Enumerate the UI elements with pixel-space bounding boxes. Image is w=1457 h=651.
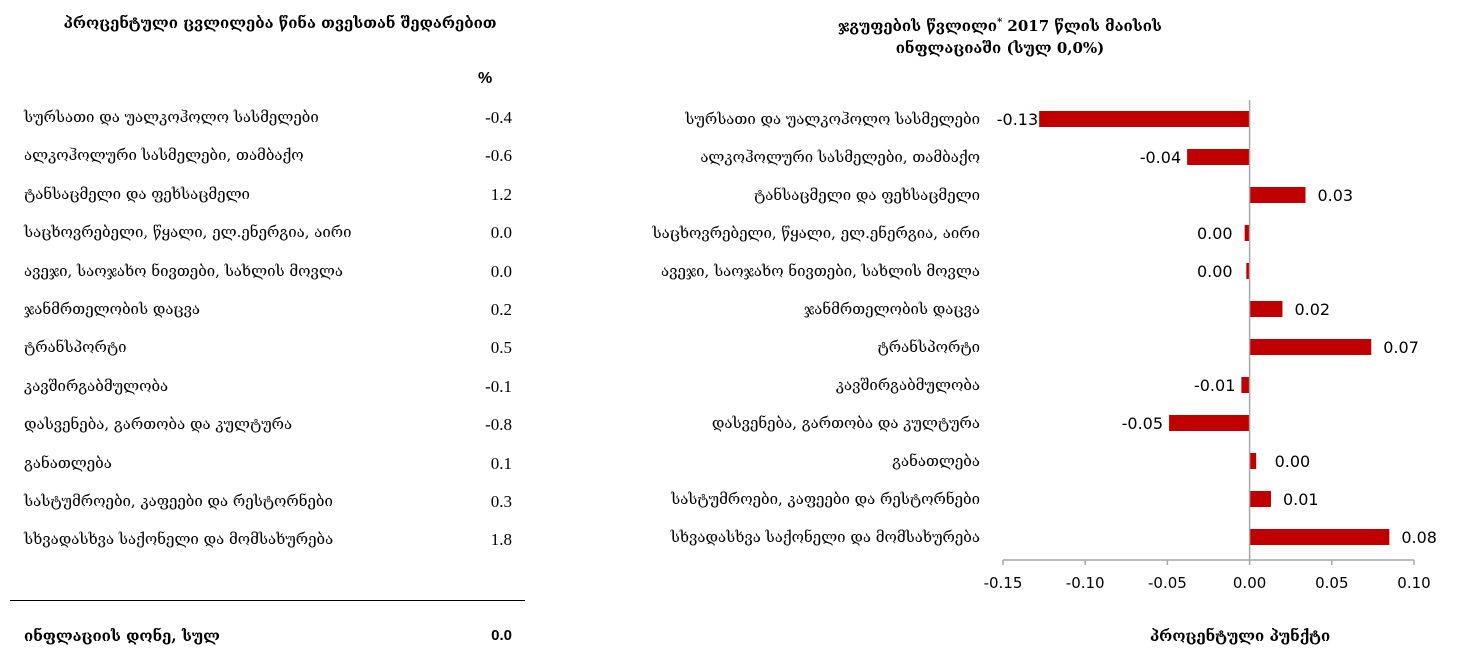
table-row: სურსათი და უალკოჰოლო სასმელები -0.4 xyxy=(24,108,514,132)
bar xyxy=(1249,339,1372,355)
x-tick-label: -0.05 xyxy=(1148,574,1187,592)
bar xyxy=(1246,263,1250,279)
row-label: სურსათი და უალკოჰოლო სასმელები xyxy=(24,108,319,126)
category-label: საცხოვრებელი, წყალი, ელ.ენერგია, აირი xyxy=(652,224,981,242)
category-label: სურსათი და უალკოჰოლო სასმელები xyxy=(684,110,980,128)
table-row: საცხოვრებელი, წყალი, ელ.ენერგია, აირი 0.0 xyxy=(24,223,514,247)
category-label: დასვენება, გართობა და კულტურა xyxy=(712,414,980,432)
category-label: კავშირგაბმულობა xyxy=(836,376,980,394)
row-label: დასვენება, გართობა და კულტურა xyxy=(24,415,293,434)
data-label: -0.13 xyxy=(997,110,1038,129)
row-value: 0.1 xyxy=(490,453,512,473)
chart-title-part1: ჯგუფების წვლილი xyxy=(838,17,997,35)
table-row: დასვენება, გართობა და კულტურა -0.8 xyxy=(24,415,514,439)
bar xyxy=(1249,187,1306,203)
chart-title-part2: 2017 წლის მაისის xyxy=(1002,17,1162,35)
row-value: 0.0 xyxy=(490,223,512,243)
bar xyxy=(1249,301,1283,317)
table-row: სასტუმროები, კაფეები და რესტორნები 0.3 xyxy=(24,492,514,516)
data-label: 0.00 xyxy=(1197,262,1233,281)
x-axis-title: პროცენტული პუნქტი xyxy=(1149,627,1331,645)
table-row: ტრანსპორტი 0.5 xyxy=(24,338,514,362)
row-value: 0.3 xyxy=(490,492,512,511)
row-value: -0.1 xyxy=(485,376,512,396)
total-row: ინფლაციის დონე, სულ 0.0 xyxy=(24,627,514,649)
row-value: 0.5 xyxy=(490,338,512,358)
x-tick-label: 0.00 xyxy=(1233,574,1266,592)
row-value: -0.4 xyxy=(485,108,512,127)
table-row: კავშირგაბმულობა -0.1 xyxy=(24,377,514,401)
x-tick-label: -0.15 xyxy=(984,574,1023,592)
unit-label: % xyxy=(478,70,493,87)
data-label: -0.01 xyxy=(1194,376,1235,395)
total-value: 0.0 xyxy=(491,627,512,644)
row-value: -0.6 xyxy=(485,146,512,166)
data-label: 0.03 xyxy=(1317,186,1353,205)
x-tick-label: 0.10 xyxy=(1397,574,1430,592)
chart-title-line2: ინფლაციაში (სულ 0,0%) xyxy=(895,39,1105,57)
row-value: -0.8 xyxy=(485,415,512,435)
row-label: სხვადასხვა საქონელი და მომსახურება xyxy=(24,530,334,549)
table-divider xyxy=(10,600,525,601)
bar xyxy=(1249,529,1390,545)
table-row: ალკოჰოლური სასმელები, თამბაქო -0.6 xyxy=(24,146,514,170)
total-label: ინფლაციის დონე, სულ xyxy=(24,627,220,645)
data-label: -0.04 xyxy=(1140,148,1181,167)
bar xyxy=(1244,225,1250,241)
row-value: 0.0 xyxy=(490,261,512,281)
row-value: 1.8 xyxy=(490,530,512,550)
bar xyxy=(1187,149,1250,165)
row-label: კავშირგაბმულობა xyxy=(24,376,169,395)
table-row: ჯანმრთელობის დაცვა 0.2 xyxy=(24,300,514,324)
chart-title-mark: * xyxy=(996,17,1003,28)
category-label: განათლება xyxy=(892,452,980,470)
left-panel-title: პროცენტული ცვლილება წინა თვესთან შედარებ… xyxy=(63,14,497,32)
category-label: ავეჯი, საოჯახო ნივთები, სახლის მოვლა xyxy=(661,262,980,280)
category-label: ალკოჰოლური სასმელები, თამბაქო xyxy=(700,148,980,166)
data-label: 0.08 xyxy=(1401,528,1437,547)
row-label: სასტუმროები, კაფეები და რესტორნები xyxy=(24,492,333,510)
bar xyxy=(1249,453,1257,469)
x-tick-label: -0.10 xyxy=(1066,574,1105,592)
bar xyxy=(1039,111,1250,127)
data-label: 0.02 xyxy=(1294,300,1330,319)
data-label: -0.05 xyxy=(1122,414,1163,433)
data-label: 0.01 xyxy=(1283,490,1319,509)
row-label: ალკოჰოლური სასმელები, თამბაქო xyxy=(24,146,304,165)
row-label: ტანსაცმელი და ფეხსაცმელი xyxy=(24,184,250,203)
row-label: ჯანმრთელობის დაცვა xyxy=(24,300,201,318)
bar xyxy=(1241,377,1250,393)
bar xyxy=(1249,491,1271,507)
category-label: სასტუმროები, კაფეები და რესტორნები xyxy=(670,490,980,508)
category-label: ტრანსპორტი xyxy=(878,338,980,356)
category-label: სხვადასხვა საქონელი და მომსახურება xyxy=(670,528,980,546)
data-label: 0.00 xyxy=(1197,224,1233,243)
x-tick-label: 0.05 xyxy=(1315,574,1348,592)
data-label: 0.07 xyxy=(1383,338,1419,357)
table-row: ტანსაცმელი და ფეხსაცმელი 1.2 xyxy=(24,185,514,209)
category-label: ჯანმრთელობის დაცვა xyxy=(804,300,980,318)
row-label: განათლება xyxy=(24,453,112,472)
row-value: 1.2 xyxy=(490,184,512,204)
row-value: 0.2 xyxy=(490,300,512,319)
category-label: ტანსაცმელი და ფეხსაცმელი xyxy=(754,186,980,204)
chart-title: ჯგუფების წვლილი* 2017 წლის მაისის ინფლაც… xyxy=(680,12,1320,59)
row-label: ავეჯი, საოჯახო ნივთები, სახლის მოვლა xyxy=(24,261,343,280)
row-label: ტრანსპორტი xyxy=(24,338,127,357)
data-label: 0.00 xyxy=(1275,452,1311,471)
table-row: ავეჯი, საოჯახო ნივთები, სახლის მოვლა 0.0 xyxy=(24,262,514,286)
table-row: სხვადასხვა საქონელი და მომსახურება 1.8 xyxy=(24,530,514,554)
table-row: განათლება 0.1 xyxy=(24,454,514,478)
row-label: საცხოვრებელი, წყალი, ელ.ენერგია, აირი xyxy=(24,223,352,242)
bar xyxy=(1169,415,1250,431)
